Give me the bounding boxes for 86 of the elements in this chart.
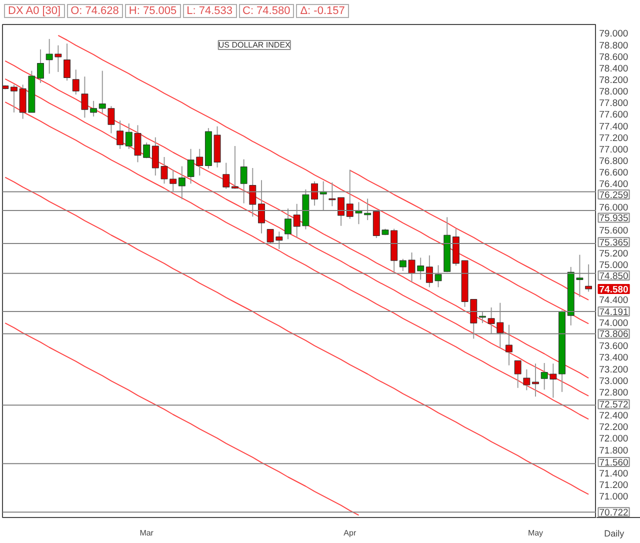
candlestick	[10, 84, 18, 113]
text: O: 74.628	[66, 4, 123, 18]
line-series	[58, 34, 590, 324]
y-tick-label: 73.200	[599, 364, 628, 376]
y-tick-label: 74.400	[599, 294, 628, 306]
y-tick-label: 74.000	[599, 318, 628, 329]
text: Δ: -0.157	[296, 4, 349, 18]
candlestick	[152, 136, 159, 176]
y-tick-label: 71.800	[599, 445, 628, 456]
ref-line-label: 74.191	[599, 306, 628, 318]
text: DX A0 [30]	[4, 4, 65, 18]
y-tick-label: 72.200	[599, 422, 628, 434]
y-tick-label: 78.600	[599, 52, 628, 63]
y-tick-label: 77.000	[599, 144, 628, 156]
ref-line-label: 72.572	[599, 400, 628, 411]
y-tick-label: 77.800	[599, 98, 628, 110]
candlestick	[108, 106, 115, 134]
text: H: 75.005	[124, 4, 181, 18]
y-tick-label: 78.400	[599, 63, 628, 74]
candlestick	[426, 254, 433, 288]
candlestick	[240, 158, 248, 204]
y-tick-label: 78.200	[599, 74, 628, 86]
line-series	[4, 176, 590, 495]
y-tick-label: 75.200	[599, 248, 628, 260]
candlestick	[506, 324, 512, 366]
y-tick-label: 72.000	[599, 434, 628, 445]
candlestick	[231, 146, 238, 190]
candlestick	[143, 142, 150, 159]
candlestick	[311, 180, 318, 206]
text: Daily	[604, 528, 625, 538]
candlestick	[523, 368, 530, 391]
candlestick	[178, 166, 186, 200]
y-tick-label: 76.000	[599, 202, 628, 214]
candlestick	[585, 264, 592, 292]
candlestick	[116, 120, 124, 150]
candlestick	[434, 264, 442, 288]
candlestick	[72, 69, 80, 96]
y-tick-label: 71.400	[599, 468, 628, 480]
ref-line-label: 75.935	[599, 213, 628, 224]
y-tick-label: 78.000	[599, 86, 628, 98]
y-tick-label: 75.600	[599, 225, 628, 236]
y-tick-label: 76.400	[599, 179, 628, 190]
y-tick-label: 73.400	[599, 352, 628, 364]
x-tick-label: May	[528, 528, 544, 538]
candlestick	[160, 156, 168, 184]
y-tick-label: 78.800	[599, 40, 628, 52]
ref-line-label: 76.259	[599, 190, 628, 202]
text: C: 74.580	[238, 4, 294, 18]
y-tick-label: 77.400	[599, 121, 628, 132]
candlestick	[284, 208, 292, 240]
candlestick	[258, 180, 265, 234]
candlestick	[90, 100, 98, 118]
line-series	[349, 170, 590, 300]
y-tick-label: 72.800	[599, 387, 628, 398]
candlestick	[249, 168, 256, 218]
y-tick-label: 79.000	[599, 28, 628, 40]
candlestick	[170, 169, 177, 192]
y-tick-label: 72.400	[599, 410, 628, 422]
y-tick-label: 77.600	[599, 110, 628, 121]
y-tick-label: 76.800	[599, 156, 628, 167]
ref-line-label: 75.365	[599, 238, 628, 249]
ref-line-label: 70.722	[599, 508, 628, 519]
x-tick-label: Apr	[344, 528, 356, 538]
text: 74.580	[599, 284, 628, 296]
text: US DOLLAR INDEX	[218, 40, 292, 50]
ref-line-label: 71.560	[599, 458, 628, 469]
candlestick	[338, 197, 345, 226]
line-series	[4, 322, 360, 516]
y-tick-label: 71.200	[599, 480, 628, 492]
y-tick-label: 76.600	[599, 168, 628, 179]
candlestick	[98, 70, 106, 114]
y-tick-label: 71.000	[599, 492, 628, 503]
y-tick-label: 73.000	[599, 376, 628, 387]
text: L: 74.533	[182, 4, 236, 18]
candlestick	[222, 162, 230, 190]
y-tick-label: 73.600	[599, 341, 628, 352]
candlestick	[37, 48, 44, 84]
ref-line-label: 74.850	[599, 271, 628, 282]
candlestick	[399, 258, 406, 272]
ref-line-label: 73.806	[599, 329, 628, 340]
y-tick-label: 75.000	[599, 260, 628, 272]
candlestick	[81, 76, 88, 118]
x-tick-label: Mar	[140, 528, 154, 538]
candlestick	[64, 43, 71, 82]
candlestick	[514, 360, 522, 388]
y-tick-label: 77.200	[599, 132, 628, 144]
